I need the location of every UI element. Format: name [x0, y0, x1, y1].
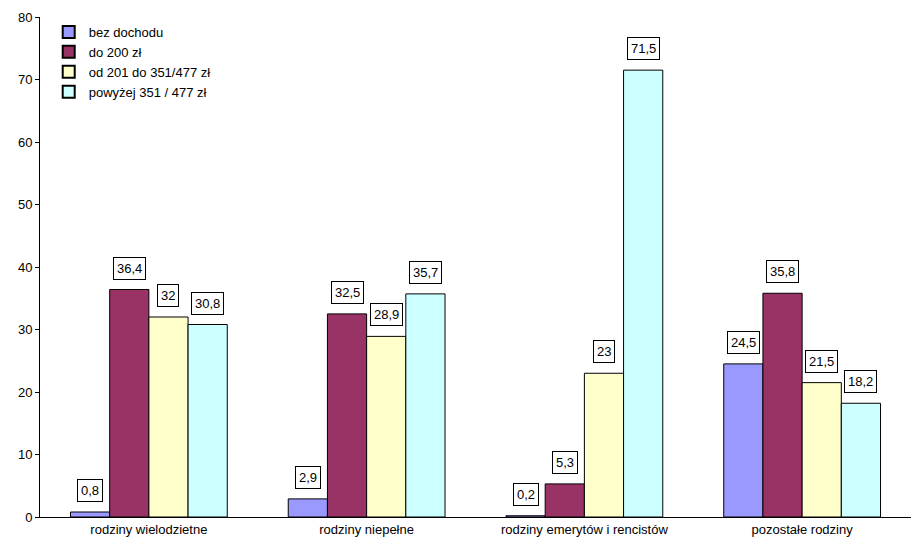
svg-text:70: 70	[18, 72, 32, 87]
svg-text:bez dochodu: bez dochodu	[89, 25, 163, 40]
svg-text:rodziny niepełne: rodziny niepełne	[319, 522, 414, 537]
svg-text:60: 60	[18, 135, 32, 150]
svg-text:80: 80	[18, 10, 32, 25]
svg-text:50: 50	[18, 197, 32, 212]
svg-text:35,7: 35,7	[413, 265, 438, 280]
svg-text:od 201 do 351/477 zł: od 201 do 351/477 zł	[89, 65, 211, 80]
svg-text:30,8: 30,8	[195, 296, 220, 311]
svg-text:32: 32	[161, 288, 175, 303]
svg-text:71,5: 71,5	[631, 41, 656, 56]
svg-text:36,4: 36,4	[117, 261, 142, 276]
svg-text:28,9: 28,9	[374, 307, 399, 322]
svg-text:23: 23	[597, 344, 611, 359]
svg-text:powyżej 351 / 477 zł: powyżej 351 / 477 zł	[89, 85, 207, 100]
svg-text:rodziny emerytów i rencistów: rodziny emerytów i rencistów	[501, 522, 668, 537]
svg-text:0: 0	[25, 510, 32, 525]
svg-text:20: 20	[18, 385, 32, 400]
svg-text:do 200 zł: do 200 zł	[89, 45, 142, 60]
svg-text:21,5: 21,5	[809, 354, 834, 369]
svg-text:18,2: 18,2	[848, 374, 873, 389]
svg-text:30: 30	[18, 322, 32, 337]
svg-text:24,5: 24,5	[731, 335, 756, 350]
svg-text:pozostałe rodziny: pozostałe rodziny	[752, 522, 854, 537]
svg-text:35,8: 35,8	[770, 264, 795, 279]
svg-text:0,2: 0,2	[517, 487, 535, 502]
svg-text:5,3: 5,3	[556, 455, 574, 470]
svg-text:rodziny wielodzietne: rodziny wielodzietne	[90, 522, 207, 537]
svg-text:0,8: 0,8	[81, 483, 99, 498]
svg-text:32,5: 32,5	[335, 285, 360, 300]
svg-text:10: 10	[18, 447, 32, 462]
svg-text:40: 40	[18, 260, 32, 275]
svg-text:2,9: 2,9	[299, 470, 317, 485]
